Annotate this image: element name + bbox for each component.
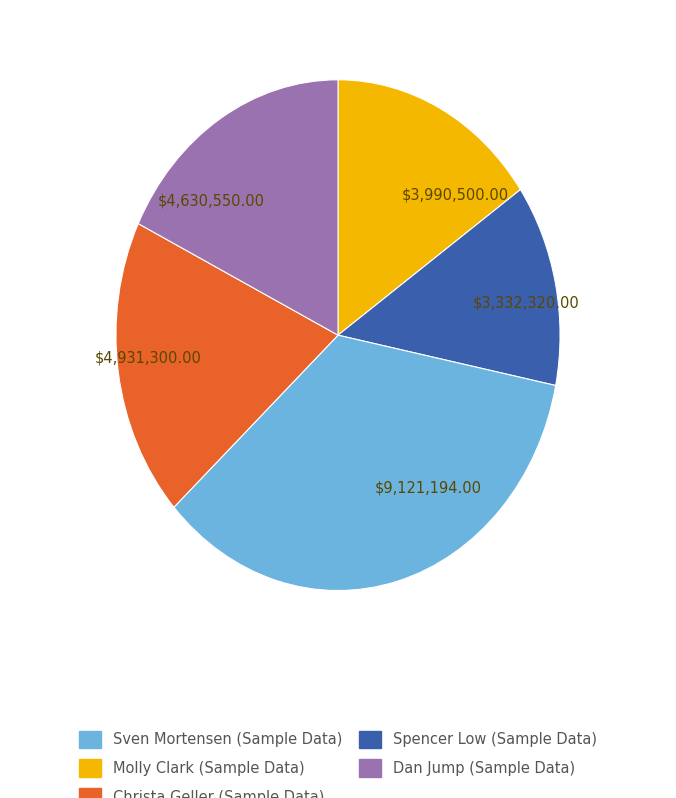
Wedge shape <box>139 80 338 335</box>
Text: $4,630,550.00: $4,630,550.00 <box>158 193 265 208</box>
Text: $3,332,320.00: $3,332,320.00 <box>473 295 579 310</box>
Text: $3,990,500.00: $3,990,500.00 <box>402 188 509 203</box>
Text: $4,931,300.00: $4,931,300.00 <box>95 350 201 365</box>
Legend: Sven Mortensen (Sample Data), Molly Clark (Sample Data), Christa Geller (Sample : Sven Mortensen (Sample Data), Molly Clar… <box>72 723 604 798</box>
Wedge shape <box>116 223 338 508</box>
Wedge shape <box>338 190 560 385</box>
Wedge shape <box>338 80 521 335</box>
Wedge shape <box>174 335 556 591</box>
Text: $9,121,194.00: $9,121,194.00 <box>375 480 482 496</box>
